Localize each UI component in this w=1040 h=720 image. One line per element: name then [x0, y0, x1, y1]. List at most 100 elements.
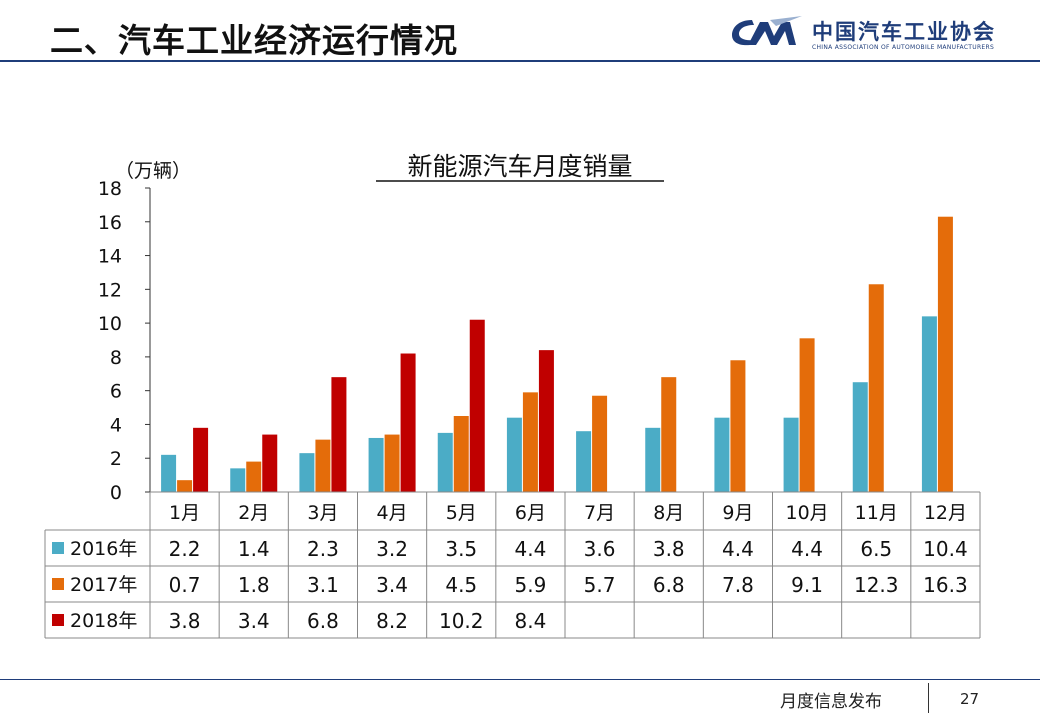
- y-tick-label: 2: [110, 448, 122, 470]
- bar-2017年-5月: [453, 416, 469, 492]
- table-value: 2.3: [307, 537, 339, 561]
- table-value: 8.4: [515, 609, 547, 633]
- category-label: 1月: [169, 502, 200, 524]
- bar-2016年-12月: [921, 316, 937, 492]
- y-tick-label: 6: [110, 381, 122, 403]
- table-value: 3.5: [445, 537, 477, 561]
- bar-2017年-4月: [384, 434, 400, 492]
- table-value: 4.4: [515, 537, 547, 561]
- table-value: 3.1: [307, 573, 339, 597]
- bar-2016年-1月: [161, 454, 177, 492]
- y-tick-label: 18: [98, 178, 122, 200]
- table-value: 6.5: [860, 537, 892, 561]
- table-value: 4.4: [722, 537, 754, 561]
- sales-chart: 新能源汽车月度销量 （万辆） 0 2 4 6 8 10 12 14 16 18 1月 2月 3月 4月 5月 6月…: [44, 152, 981, 639]
- bar-2017年-8月: [661, 377, 677, 492]
- y-tick-label: 4: [110, 414, 122, 436]
- category-label: 11月: [855, 502, 898, 524]
- bar-2018年-2月: [262, 434, 278, 492]
- footer-separator: [928, 683, 929, 713]
- table-value: 1.4: [238, 537, 270, 561]
- bar-2016年-3月: [299, 453, 315, 492]
- bar-2016年-10月: [783, 417, 799, 492]
- table-value: 8.2: [376, 609, 408, 633]
- category-label: 3月: [307, 502, 338, 524]
- bar-2017年-11月: [868, 284, 884, 492]
- footer-rule: [0, 679, 1040, 680]
- category-label: 8月: [653, 502, 684, 524]
- bar-2016年-5月: [437, 432, 453, 492]
- bar-2016年-9月: [714, 417, 730, 492]
- bar-2017年-1月: [177, 480, 193, 492]
- table-value: 7.8: [722, 573, 754, 597]
- table-value: 10.2: [439, 609, 484, 633]
- table-value: 3.4: [376, 573, 408, 597]
- category-label: 5月: [446, 502, 477, 524]
- bar-2016年-6月: [506, 417, 522, 492]
- header-rule: [0, 60, 1040, 62]
- bar-2018年-3月: [331, 377, 347, 492]
- bar-2017年-3月: [315, 439, 331, 492]
- y-tick-label: 0: [110, 482, 122, 504]
- y-tick-label: 16: [98, 212, 122, 234]
- table-value: 3.8: [653, 537, 685, 561]
- category-label: 4月: [377, 502, 408, 524]
- legend-label: 2018年: [70, 610, 137, 632]
- table-value: 2.2: [169, 537, 201, 561]
- table-value: 3.8: [169, 609, 201, 633]
- table-value: 3.4: [238, 609, 270, 633]
- table-value: 6.8: [653, 573, 685, 597]
- bar-2016年-7月: [576, 431, 592, 492]
- legend-swatch: [52, 578, 64, 590]
- bar-2018年-1月: [193, 427, 209, 492]
- table-value: 16.3: [923, 573, 968, 597]
- table-value: 12.3: [854, 573, 899, 597]
- table-value: 1.8: [238, 573, 270, 597]
- category-label: 7月: [584, 502, 615, 524]
- y-tick-label: 8: [110, 347, 122, 369]
- table-value: 9.1: [791, 573, 823, 597]
- bar-2016年-8月: [645, 427, 661, 492]
- bar-2017年-2月: [246, 461, 262, 492]
- table-value: 4.5: [445, 573, 477, 597]
- table-value: 6.8: [307, 609, 339, 633]
- bar-2016年-2月: [230, 468, 246, 492]
- bar-2018年-6月: [538, 350, 554, 492]
- chart-title: 新能源汽车月度销量: [407, 152, 632, 181]
- bar-2017年-6月: [522, 392, 538, 492]
- legend-label: 2016年: [70, 538, 137, 560]
- table-value: 0.7: [169, 573, 201, 597]
- category-label: 9月: [722, 502, 753, 524]
- table-value: 5.7: [584, 573, 616, 597]
- bar-2017年-7月: [592, 395, 608, 492]
- bar-2018年-4月: [400, 353, 416, 492]
- table-value: 3.6: [584, 537, 616, 561]
- category-label: 12月: [924, 502, 967, 524]
- y-tick-label: 10: [98, 313, 122, 335]
- legend-swatch: [52, 614, 64, 626]
- bar-2018年-5月: [469, 319, 485, 492]
- logo-chinese-name: 中国汽车工业协会: [812, 20, 996, 44]
- table-value: 5.9: [515, 573, 547, 597]
- bar-2016年-4月: [368, 437, 384, 492]
- y-tick-label: 14: [98, 246, 122, 268]
- category-label: 6月: [515, 502, 546, 524]
- bar-2017年-9月: [730, 360, 746, 492]
- page-number: 27: [960, 690, 980, 708]
- bar-2016年-11月: [852, 382, 868, 492]
- cam-logo: 中国汽车工业协会 CHINA ASSOCIATION OF AUTOMOBILE…: [730, 14, 1020, 58]
- cam-logo-icon: [732, 16, 802, 46]
- slide-title: 二、汽车工业经济运行情况: [50, 21, 458, 60]
- table-value: 10.4: [923, 537, 968, 561]
- y-axis-unit: （万辆）: [115, 160, 191, 182]
- category-label: 10月: [785, 502, 828, 524]
- logo-english-name: CHINA ASSOCIATION OF AUTOMOBILE MANUFACT…: [812, 44, 995, 51]
- category-label: 2月: [238, 502, 269, 524]
- table-value: 3.2: [376, 537, 408, 561]
- footer-label: 月度信息发布: [780, 692, 882, 712]
- table-value: 4.4: [791, 537, 823, 561]
- legend-label: 2017年: [70, 574, 137, 596]
- y-tick-label: 12: [98, 279, 122, 301]
- bar-2017年-12月: [937, 216, 953, 492]
- legend-swatch: [52, 542, 64, 554]
